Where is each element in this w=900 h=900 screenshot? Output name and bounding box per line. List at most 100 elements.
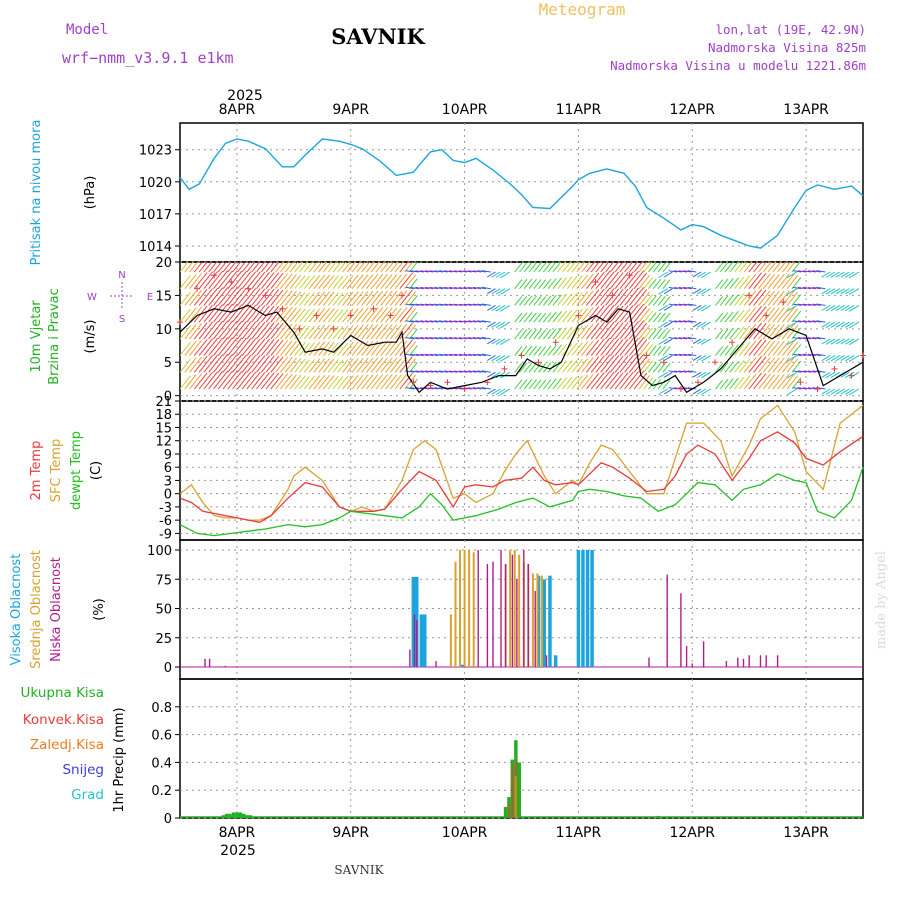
wind-barb [299,275,310,290]
wind-barb [405,387,415,390]
wind-barb [477,353,487,357]
wind-gust-mark [535,359,542,366]
wind-barb [375,290,388,306]
wind-barb [777,373,790,390]
wind-barb [830,371,841,379]
wind-gust-mark [694,379,701,386]
y-tick-label: 6 [164,461,172,476]
wind-barb [633,289,648,306]
wind-barb [434,353,444,357]
wind-barb [189,356,202,373]
wind-barb [734,262,744,273]
wind-barb [609,355,624,373]
wind-gust-mark [763,312,770,319]
wind-barb [323,341,335,356]
wind-barb [500,355,511,362]
wind-gust-mark [626,272,633,279]
wind-barb [468,320,477,323]
wind-barb [758,306,771,323]
wind-gust-mark [831,365,838,372]
wind-barb [697,355,707,362]
wind-barb [429,337,439,340]
wind-barb [562,376,573,390]
wind-barb [624,320,639,340]
wind-barb [683,270,692,273]
top-x-tick-labels: 8APR 9APR 10APR 11APR 12APR 13APR [219,102,830,118]
wind-barb [748,322,762,340]
wind-barb [538,262,547,273]
wind-barb [275,323,289,340]
wind-barb [434,270,444,273]
wind-barb [762,274,775,290]
wind-barb [318,358,330,373]
wind-barb [241,354,257,373]
cloud-low-bar [504,564,507,667]
wind-barb [687,303,697,306]
wind-barb [562,326,573,340]
wind-barb [762,340,775,356]
wind-barb [429,303,439,306]
wind-barb [629,337,645,356]
y-tick-label: 75 [155,573,172,588]
wind-barb [294,358,306,373]
wind-barb [284,357,297,373]
wind-barb [303,275,315,290]
wind-barb [643,360,653,373]
wind-barb [614,372,629,390]
wind-barb [571,275,583,290]
wind-barb [463,337,472,340]
wind-barb [581,262,591,273]
wind-barb [390,274,402,290]
cloud-low-bar [648,657,650,667]
wind-barb [576,308,589,323]
y-tick-label: 1014 [139,240,172,255]
cloud-mid-bar [468,550,471,667]
wind-barb [786,371,797,379]
wind-barb [791,277,802,290]
y-tick-label: 100 [147,544,172,559]
wind-barb [552,294,562,306]
wind-barb [410,370,420,373]
wind-barb [237,304,252,323]
wind-barb [519,328,528,340]
wind-barb [405,320,415,323]
wind-barb [491,288,501,295]
wind-gust-mark [347,312,354,319]
wind-barb [500,338,511,346]
wind-barb [308,358,321,373]
wind-barb [189,323,202,340]
wind-barb [663,271,673,278]
wind-barb [528,312,537,323]
wind-barb [337,342,349,356]
wind-barb [375,307,388,323]
wind-barb [697,321,707,328]
wind-barb [643,262,653,273]
wind-barb [638,308,651,323]
wind-barb [180,375,191,390]
wind-barb [477,270,487,273]
wind-speed-line [179,304,864,394]
wind-barb [425,353,434,357]
wind-barb [566,262,576,273]
wind-barb [729,277,739,290]
wind-barb [840,388,850,395]
wind-barb [748,339,762,356]
wind-barb [648,378,657,390]
wind-barb [629,286,645,306]
wind-barb [614,272,629,290]
wind-barb [458,270,467,273]
cloud-high-bar [590,550,594,667]
wind-barb [222,337,238,356]
wind-barb [825,321,836,329]
wind-barb [217,337,233,356]
y-tick-label: 21 [155,395,172,410]
temp2m-ylabel: 2m Temp [29,441,44,501]
wind-barb [375,323,388,340]
precip-total-bar [224,813,229,818]
wind-barb [719,362,729,373]
cloud-high-bar [576,550,581,667]
wind-barb [687,320,697,323]
cloud-mid-bar [509,550,512,667]
wind-barb [420,353,429,357]
wind-barb [227,270,243,290]
